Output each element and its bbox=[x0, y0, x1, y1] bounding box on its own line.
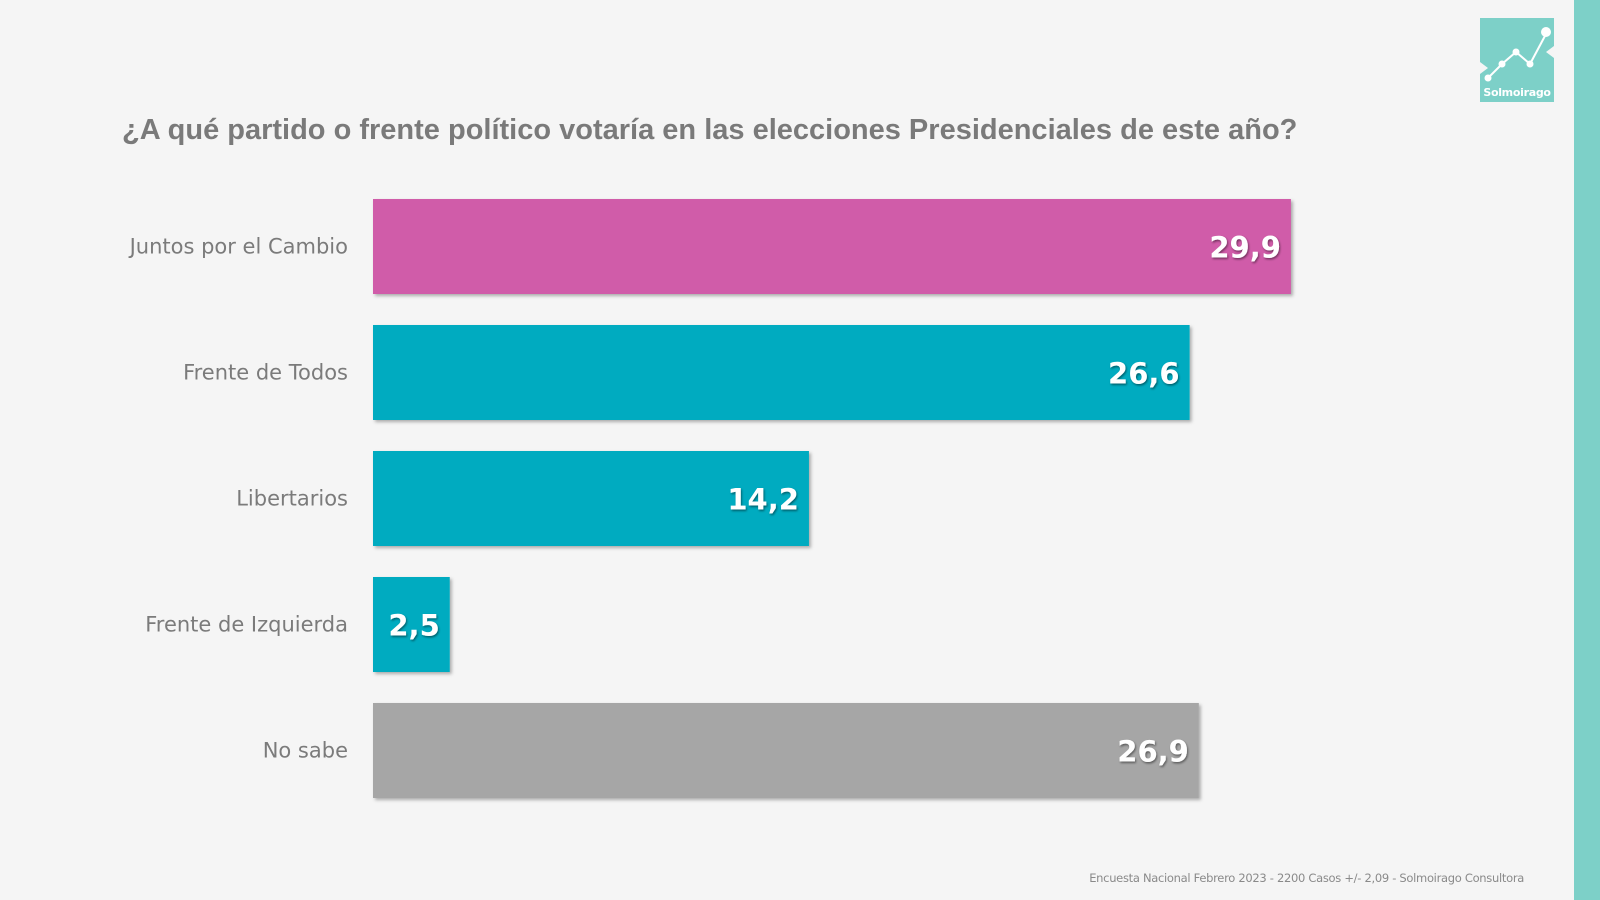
value-label: 29,9 bbox=[1209, 231, 1281, 265]
source-footnote: Encuesta Nacional Febrero 2023 - 2200 Ca… bbox=[1089, 871, 1524, 885]
bar-juntos-por-el-cambio bbox=[373, 199, 1291, 294]
category-label: No sabe bbox=[263, 739, 348, 763]
category-label: Frente de Todos bbox=[183, 361, 348, 385]
value-label: 26,6 bbox=[1108, 357, 1180, 391]
value-label: 26,9 bbox=[1117, 735, 1189, 769]
category-label: Frente de Izquierda bbox=[145, 613, 348, 637]
solmoirago-logo: Solmoirago bbox=[1478, 16, 1558, 104]
category-label: Juntos por el Cambio bbox=[128, 235, 348, 259]
chart-title: ¿A qué partido o frente político votaría… bbox=[122, 114, 1298, 146]
logo-text: Solmoirago bbox=[1483, 86, 1551, 99]
bar-frente-de-izquierda bbox=[373, 577, 450, 672]
value-label: 14,2 bbox=[727, 483, 799, 517]
bar-libertarios bbox=[373, 451, 809, 546]
category-label: Libertarios bbox=[236, 487, 348, 511]
accent-stripe bbox=[1574, 0, 1600, 900]
logo-chart-icon bbox=[1480, 18, 1554, 102]
value-label: 2,5 bbox=[388, 609, 439, 643]
bar-frente-de-todos bbox=[373, 325, 1190, 420]
bar-no-sabe bbox=[373, 703, 1199, 798]
